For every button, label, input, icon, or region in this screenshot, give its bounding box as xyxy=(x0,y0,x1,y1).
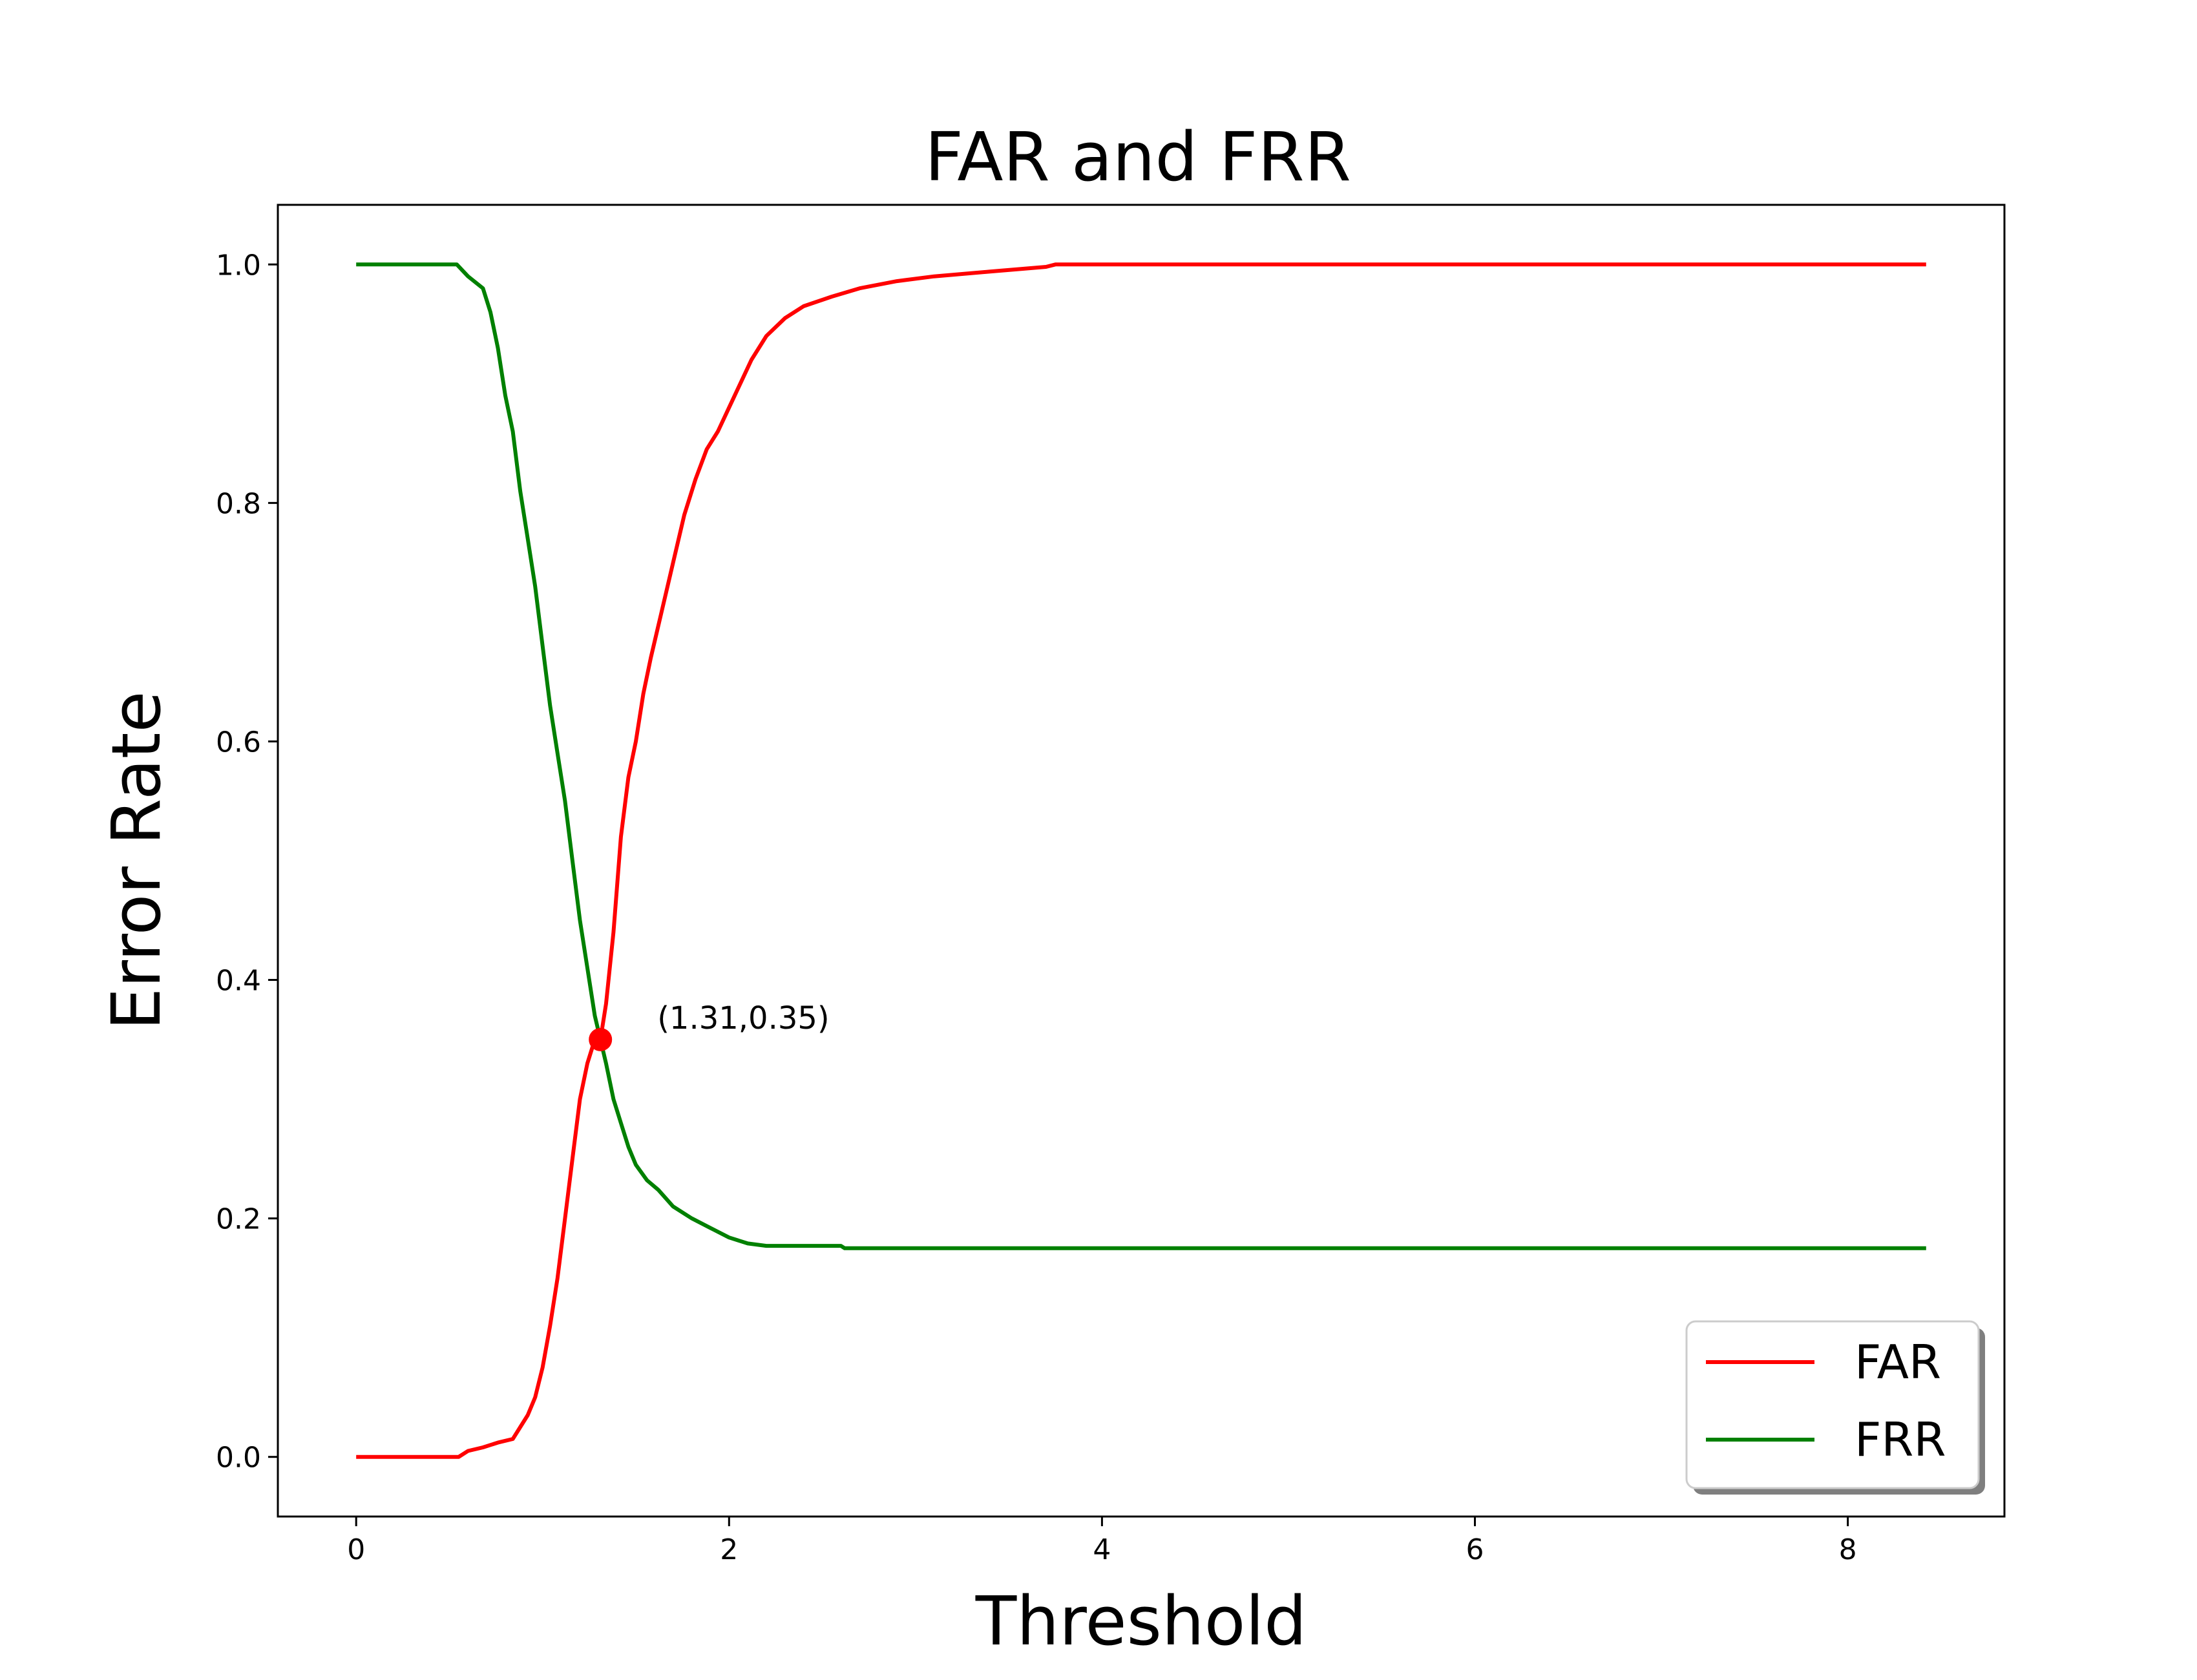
y-axis-ticks: 0.0 0.2 0.4 0.6 0.8 1.0 xyxy=(216,249,278,1475)
eer-point-marker xyxy=(589,1027,613,1051)
x-axis-title: Threshold xyxy=(975,1582,1307,1661)
plot-frame xyxy=(277,204,2006,1518)
x-tick-label: 0 xyxy=(347,1533,365,1566)
x-tick-label: 6 xyxy=(1466,1533,1484,1566)
legend-far-label: FAR xyxy=(1855,1335,1941,1389)
y-axis-title: Error Rate xyxy=(97,691,176,1030)
y-tick-label: 1.0 xyxy=(216,249,261,282)
x-tick-label: 4 xyxy=(1093,1533,1111,1566)
legend-frr-label: FRR xyxy=(1855,1412,1946,1467)
y-tick-label: 0.4 xyxy=(216,965,261,998)
y-tick-label: 0.0 xyxy=(216,1442,261,1475)
chart-title: FAR and FRR xyxy=(925,118,1351,196)
y-tick-label: 0.2 xyxy=(216,1203,261,1236)
eer-point-label: (1.31,0.35) xyxy=(657,1000,829,1036)
series-line-frr xyxy=(356,262,1926,1250)
plot-area: 0 2 4 6 8 0.0 0.2 0.4 0.6 0.8 1.0 (1.31,0.35) xyxy=(216,204,2006,1566)
series-layer xyxy=(356,262,1926,1459)
x-tick-label: 2 xyxy=(720,1533,738,1566)
x-tick-label: 8 xyxy=(1839,1533,1857,1566)
annotation-layer: (1.31,0.35) xyxy=(589,1000,830,1051)
legend: FAR FRR xyxy=(1685,1320,1985,1495)
x-axis-ticks: 0 2 4 6 8 xyxy=(347,1517,1857,1566)
y-tick-label: 0.6 xyxy=(216,726,261,759)
series-line-far xyxy=(356,262,1926,1459)
y-tick-label: 0.8 xyxy=(216,487,261,520)
